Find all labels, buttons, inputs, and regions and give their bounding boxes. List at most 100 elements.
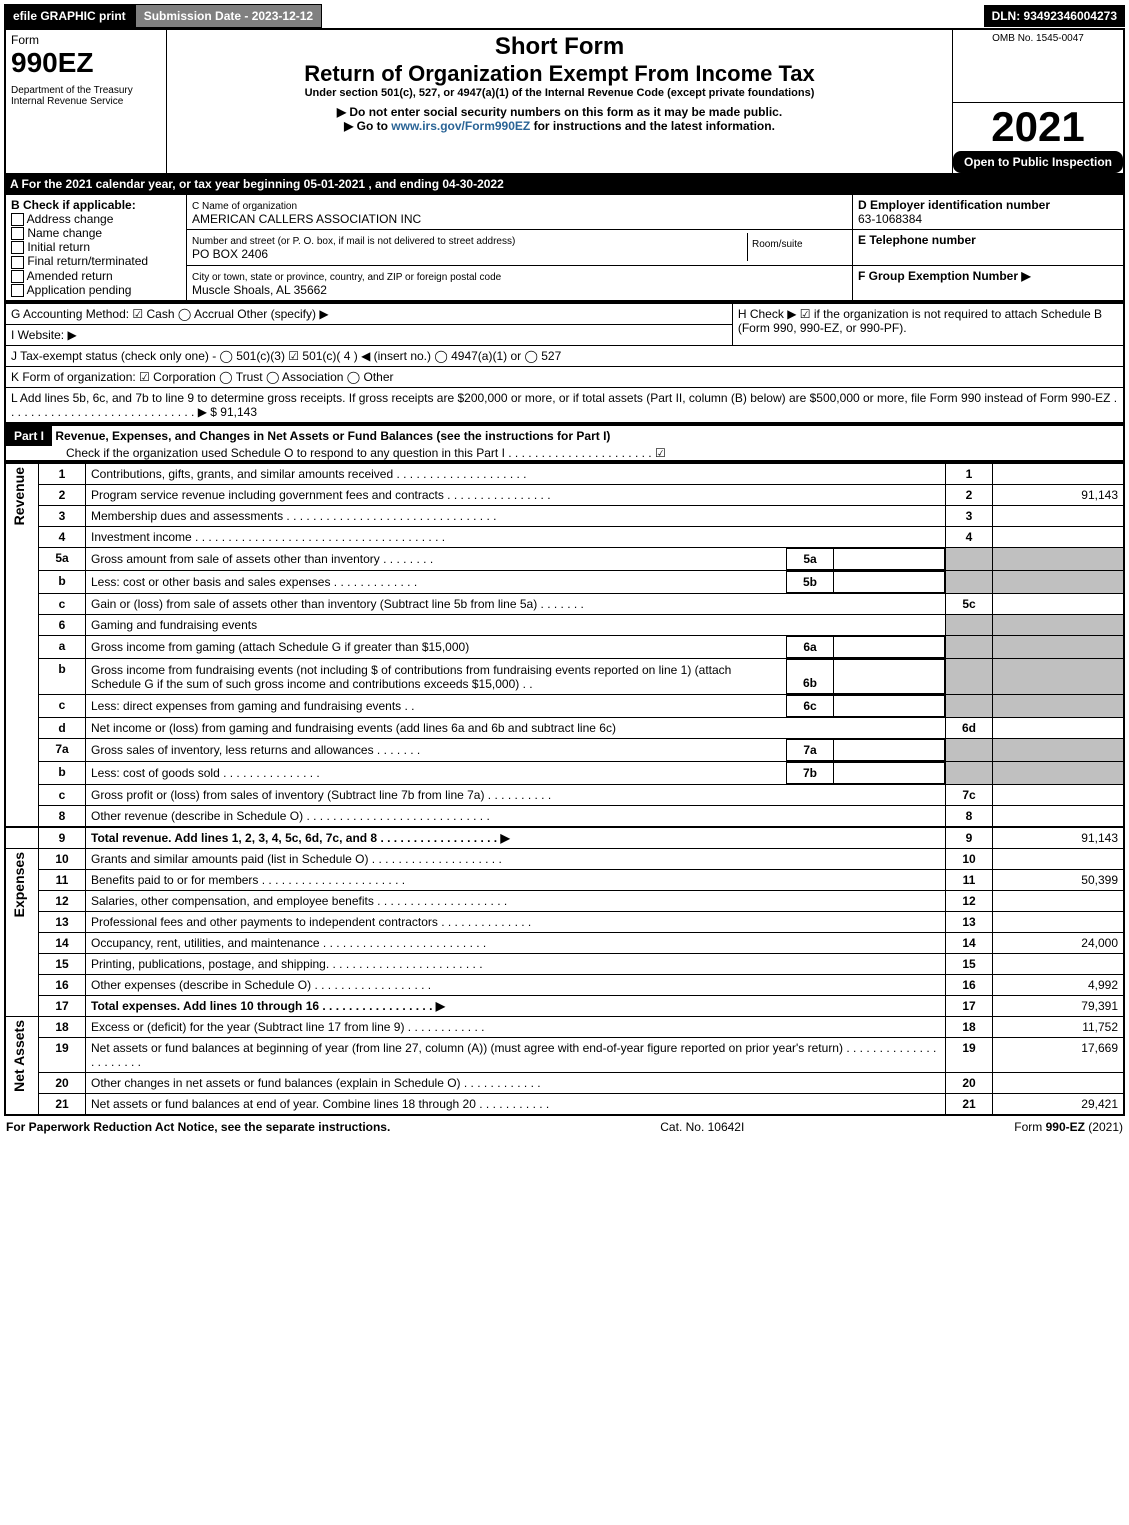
line-7b-val [834,763,945,784]
org-name: AMERICAN CALLERS ASSOCIATION INC [192,212,421,226]
line-5b-val [834,572,945,593]
section-k: K Form of organization: ☑ Corporation ◯ … [5,367,1124,388]
line-2-num: 2 [39,485,86,506]
omb-number: OMB No. 1545-0047 [958,33,1118,44]
line-13-text: Professional fees and other payments to … [86,912,946,933]
line-6c-amt [993,695,1125,718]
line-12-amt [993,891,1125,912]
line-6a-num: a [39,636,86,659]
line-1-ref: 1 [946,463,993,485]
application-pending-checkbox[interactable] [11,284,24,297]
line-15-amt [993,954,1125,975]
form-word: Form [11,33,161,47]
line-7b-box: 7b [787,763,834,784]
line-6b-val [834,660,945,694]
section-i: I Website: ▶ [5,325,732,346]
line-3-amt [993,506,1125,527]
line-18-num: 18 [39,1017,86,1038]
line-1-text: Contributions, gifts, grants, and simila… [86,463,946,485]
line-5c-amt [993,594,1125,615]
line-6d-amt [993,718,1125,739]
line-6d-num: d [39,718,86,739]
line-16-amt: 4,992 [993,975,1125,996]
line-4-text: Investment income . . . . . . . . . . . … [86,527,946,548]
line-5a-ref [946,548,993,571]
line-21-ref: 21 [946,1094,993,1116]
line-5a-text: Gross amount from sale of assets other t… [86,549,787,570]
name-change-checkbox[interactable] [11,227,24,240]
initial-return-checkbox[interactable] [11,241,24,254]
line-19-num: 19 [39,1038,86,1073]
line-9-num: 9 [39,827,86,849]
line-7a-box: 7a [787,740,834,761]
line-6d-ref: 6d [946,718,993,739]
inspection-badge: Open to Public Inspection [953,151,1123,173]
line-7a-ref [946,739,993,762]
line-7a-text: Gross sales of inventory, less returns a… [86,740,787,761]
line-7b-num: b [39,762,86,785]
line-6-ref [946,615,993,636]
line-2-ref: 2 [946,485,993,506]
line-21-num: 21 [39,1094,86,1116]
entity-info-block: B Check if applicable: Address change Na… [4,193,1125,303]
line-15-num: 15 [39,954,86,975]
part1-label: Part I [6,426,52,446]
line-16-ref: 16 [946,975,993,996]
line-6c-val [834,696,945,717]
line-14-ref: 14 [946,933,993,954]
line-14-amt: 24,000 [993,933,1125,954]
opt-name-change: Name change [27,226,102,240]
line-6-amt [993,615,1125,636]
line-10-num: 10 [39,849,86,870]
line-21-amt: 29,421 [993,1094,1125,1116]
line-12-num: 12 [39,891,86,912]
warn-link: ▶ Go to www.irs.gov/Form990EZ for instru… [172,119,947,133]
line-6a-ref [946,636,993,659]
final-return-checkbox[interactable] [11,256,24,269]
irs-link[interactable]: www.irs.gov/Form990EZ [391,119,530,133]
line-6a-val [834,637,945,658]
line-1-num: 1 [39,463,86,485]
line-7b-amt [993,762,1125,785]
line-15-text: Printing, publications, postage, and shi… [86,954,946,975]
line-9-amt: 91,143 [993,827,1125,849]
line-7c-ref: 7c [946,785,993,806]
line-6a-amt [993,636,1125,659]
line-8-num: 8 [39,806,86,828]
line-5c-num: c [39,594,86,615]
amended-return-checkbox[interactable] [11,270,24,283]
line-7a-amt [993,739,1125,762]
address-change-checkbox[interactable] [11,213,24,226]
footer-mid: Cat. No. 10642I [660,1120,744,1134]
expenses-vert-label: Expenses [11,852,27,917]
line-6c-text: Less: direct expenses from gaming and fu… [86,696,787,717]
main-title: Return of Organization Exempt From Incom… [172,61,947,87]
line-17-ref: 17 [946,996,993,1017]
line-5b-box: 5b [787,572,834,593]
line-7c-amt [993,785,1125,806]
line-9-ref: 9 [946,827,993,849]
line-6b-box: 6b [787,660,834,694]
line-20-num: 20 [39,1073,86,1094]
line-18-ref: 18 [946,1017,993,1038]
line-10-amt [993,849,1125,870]
line-16-text: Other expenses (describe in Schedule O) … [86,975,946,996]
line-19-text: Net assets or fund balances at beginning… [86,1038,946,1073]
line-16-num: 16 [39,975,86,996]
line-5a-val [834,549,945,570]
line-9-text: Total revenue. Add lines 1, 2, 3, 4, 5c,… [86,827,946,849]
line-6c-ref [946,695,993,718]
line-18-text: Excess or (deficit) for the year (Subtra… [86,1017,946,1038]
efile-print-button[interactable]: efile GRAPHIC print [4,4,135,28]
submission-date-button[interactable]: Submission Date - 2023-12-12 [135,4,322,28]
line-8-amt [993,806,1125,828]
street-label: Number and street (or P. O. box, if mail… [192,236,515,247]
line-5a-num: 5a [39,548,86,571]
dln-label: DLN: 93492346004273 [984,5,1125,27]
ghijk-block: G Accounting Method: ☑ Cash ◯ Accrual Ot… [4,302,1125,424]
subtitle: Under section 501(c), 527, or 4947(a)(1)… [172,87,947,99]
warn-ssn: ▶ Do not enter social security numbers o… [172,105,947,119]
line-7c-num: c [39,785,86,806]
city-value: Muscle Shoals, AL 35662 [192,283,327,297]
line-5c-ref: 5c [946,594,993,615]
